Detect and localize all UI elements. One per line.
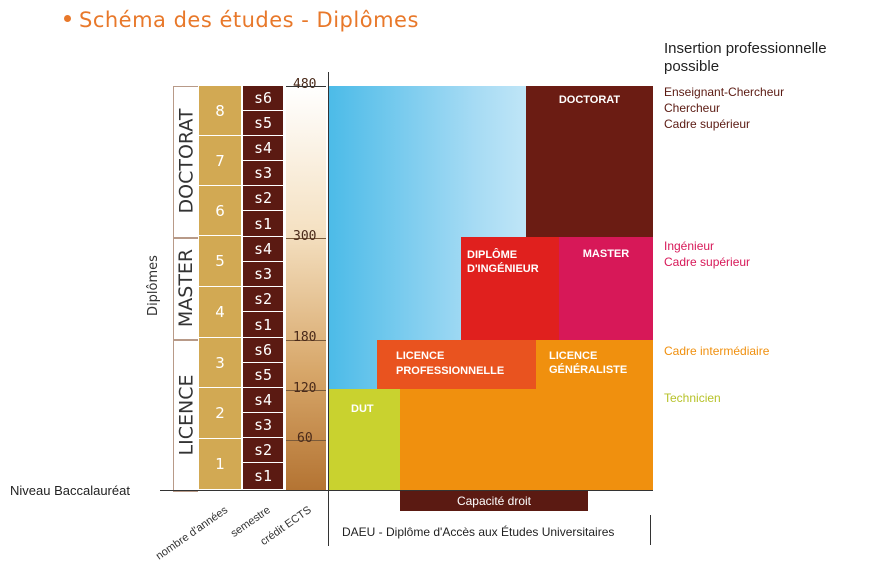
top-axis-line [286, 86, 326, 87]
semester-cell: s4 [243, 136, 283, 161]
licence-group-label: LICENCE [175, 374, 198, 456]
doctorat-bracket [173, 86, 198, 238]
semester-cell: s3 [243, 413, 283, 438]
insertion-master: Ingénieur Cadre supérieur [664, 238, 750, 270]
semesters-column: s6 s5 s4 s3 s2 s1 s4 s3 s2 s1 s6 s5 s4 s… [243, 86, 283, 490]
insertion-item: Chercheur [664, 101, 721, 115]
semester-cell: s1 [243, 312, 283, 338]
insertion-item: Cadre supérieur [664, 255, 751, 269]
insertion-item: Cadre supérieur [664, 117, 751, 131]
year-cell: 4 [199, 287, 241, 338]
diplomes-label: Diplômes [145, 254, 161, 316]
bullet-icon [64, 14, 71, 22]
semester-cell: s3 [243, 262, 283, 287]
licence-pro-box: LICENCE PROFESSIONNELLE [377, 340, 536, 389]
semester-cell: s6 [243, 338, 283, 363]
year-cell: 7 [199, 136, 241, 186]
semester-cell: s5 [243, 111, 283, 136]
year-cell: 6 [199, 186, 241, 236]
insertion-dut: Technicien [664, 391, 721, 405]
ects-bar [286, 86, 326, 490]
licence-bracket [173, 340, 198, 492]
ingenieur-box: DIPLÔME D'INGÉNIEUR [461, 237, 559, 340]
ects-tick-120 [286, 390, 326, 391]
year-cell: 5 [199, 236, 241, 287]
baseline-label: Niveau Baccalauréat [10, 483, 130, 498]
insertion-title: Insertion professionnelle possible [664, 40, 827, 75]
semester-cell: s3 [243, 161, 283, 186]
semester-cell: s4 [243, 388, 283, 413]
vertical-axis [328, 72, 329, 546]
ects-label-120: 120 [293, 381, 317, 396]
year-cell: 8 [199, 86, 241, 136]
doctorat-group-label: DOCTORAT [175, 108, 198, 214]
axis-label-years: nombre d'années [154, 504, 231, 563]
ects-label-60: 60 [297, 431, 313, 446]
ects-label-180: 180 [293, 330, 317, 345]
insertion-item: Ingénieur [664, 239, 715, 253]
semester-cell: s2 [243, 186, 283, 211]
semester-cell: s2 [243, 438, 283, 463]
years-column: 8 7 6 5 4 3 2 1 [199, 86, 241, 490]
year-cell: 3 [199, 338, 241, 388]
year-cell: 1 [199, 439, 241, 490]
semester-cell: s1 [243, 463, 283, 490]
capacite-box: Capacité droit [400, 491, 588, 511]
semester-cell: s5 [243, 363, 283, 388]
page-title-text: Schéma des études - Diplômes [79, 8, 419, 32]
insertion-doctorat: Enseignant-Chercheur Chercheur Cadre sup… [664, 84, 784, 132]
semester-cell: s1 [243, 211, 283, 237]
page-title: Schéma des études - Diplômes [64, 8, 419, 32]
daeu-label: DAEU - Diplôme d'Accès aux Études Univer… [342, 525, 615, 539]
ects-tick-300 [286, 238, 326, 239]
insertion-licence: Cadre intermédiaire [664, 344, 770, 358]
semester-cell: s6 [243, 86, 283, 111]
insertion-item: Enseignant-Chercheur [664, 85, 785, 99]
semester-cell: s4 [243, 237, 283, 262]
baseline [160, 490, 653, 491]
ects-label-480: 480 [293, 77, 317, 92]
dut-box: DUT [329, 389, 400, 490]
master-bracket [173, 238, 198, 340]
year-cell: 2 [199, 388, 241, 439]
semester-cell: s2 [243, 287, 283, 312]
ects-tick-180 [286, 340, 326, 341]
daeu-bracket-right [650, 515, 651, 545]
master-box: MASTER [559, 237, 653, 340]
ects-label-300: 300 [293, 229, 317, 244]
licence-generaliste-label: LICENCE GÉNÉRALISTE [549, 350, 628, 376]
ects-tick-60 [286, 440, 326, 441]
master-group-label: MASTER [175, 248, 198, 328]
doctorat-box: DOCTORAT [526, 86, 653, 238]
